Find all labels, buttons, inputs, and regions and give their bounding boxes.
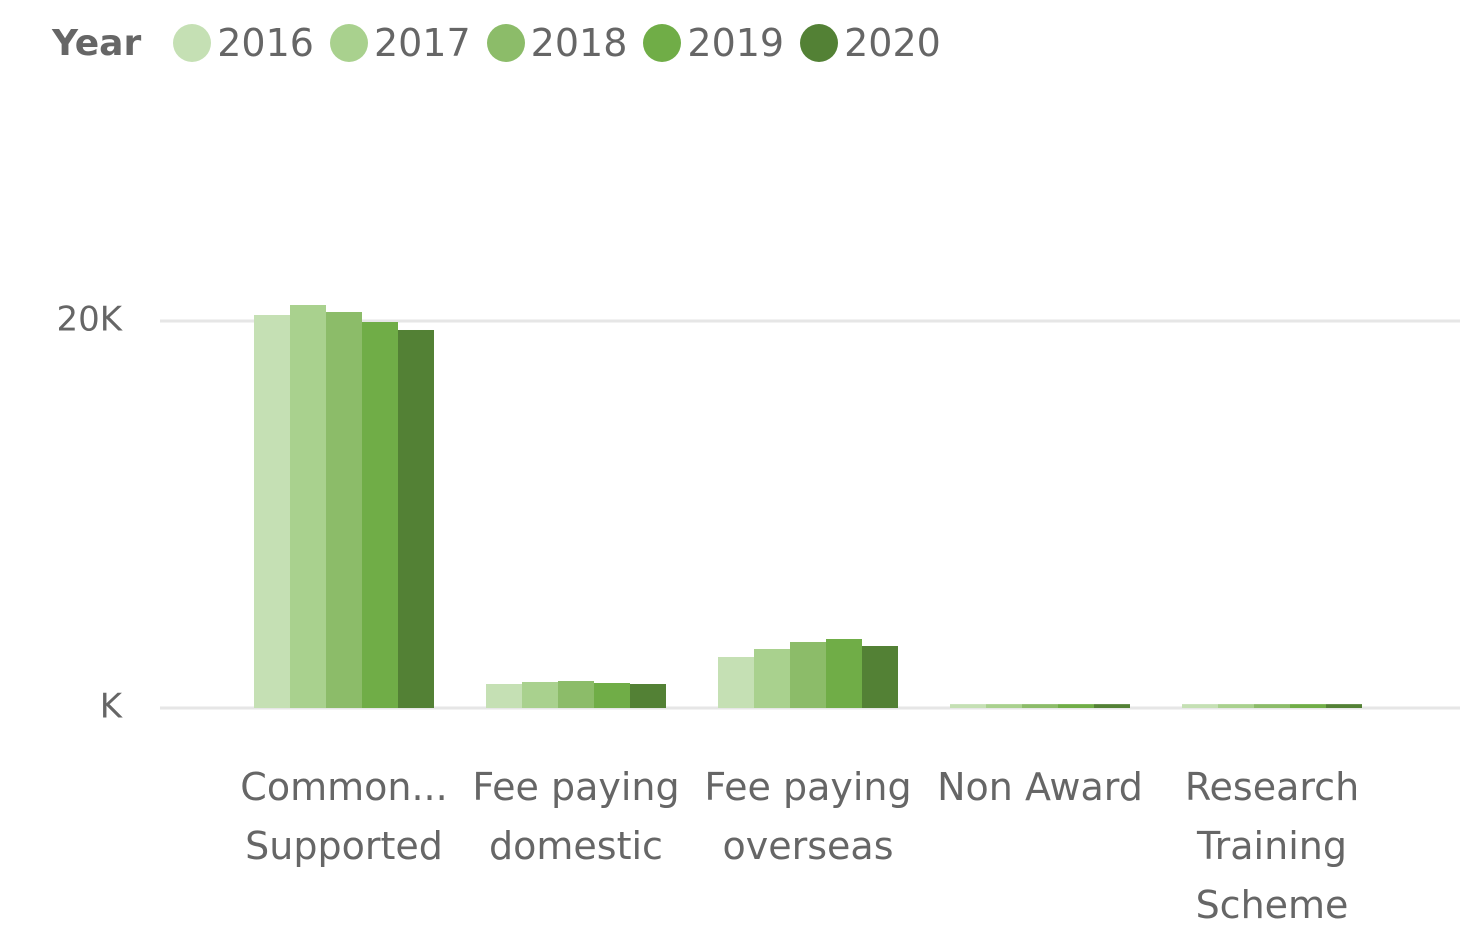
bar [1218,704,1254,708]
bar [950,704,986,708]
bar [1326,704,1362,708]
legend-title: Year [52,22,142,64]
bar [558,681,594,708]
legend-item: 2020 [800,21,941,65]
bar [1058,704,1094,708]
legend: Year 2016 2017 2018 2019 2020 [52,18,957,68]
bar [986,704,1022,708]
x-tick-label: Fee paying domestic [472,765,680,868]
legend-swatch [486,24,525,62]
legend-swatch [173,24,212,62]
bar [718,656,754,708]
legend-swatch [643,24,682,62]
legend-label: 2017 [373,21,471,65]
bar [1290,704,1326,708]
bar [862,646,898,708]
bar [594,682,630,708]
y-tick-label: K [100,687,124,727]
legend-label: 2018 [530,21,628,65]
bar [486,684,522,708]
legend-item: 2017 [329,21,471,65]
bar [254,315,290,708]
bar [522,681,558,708]
bar [1254,704,1290,708]
x-tick-label: Research Training Scheme [1184,765,1360,927]
legend-label: 2020 [844,21,941,65]
legend-item: 2018 [486,21,628,65]
y-tick-label: 20K [56,300,123,340]
legend-swatch [329,24,368,62]
bar [1182,704,1218,708]
legend-label: 2016 [217,21,314,65]
legend-item: 2016 [173,21,314,65]
legend-item: 2019 [643,21,784,65]
bar [754,649,790,708]
bar [1094,704,1130,708]
bar [826,638,862,708]
x-tick-label: Fee paying overseas [704,765,912,868]
bar [630,684,666,708]
bar [290,304,326,708]
bar [326,312,362,708]
bar [790,641,826,708]
bar [1022,704,1058,708]
bar [362,322,398,708]
bar [398,329,434,708]
legend-label: 2019 [687,21,785,65]
legend-swatch [800,24,839,62]
x-tick-label: Common... Supported [240,765,448,868]
x-tick-label: Non Award [937,765,1143,809]
